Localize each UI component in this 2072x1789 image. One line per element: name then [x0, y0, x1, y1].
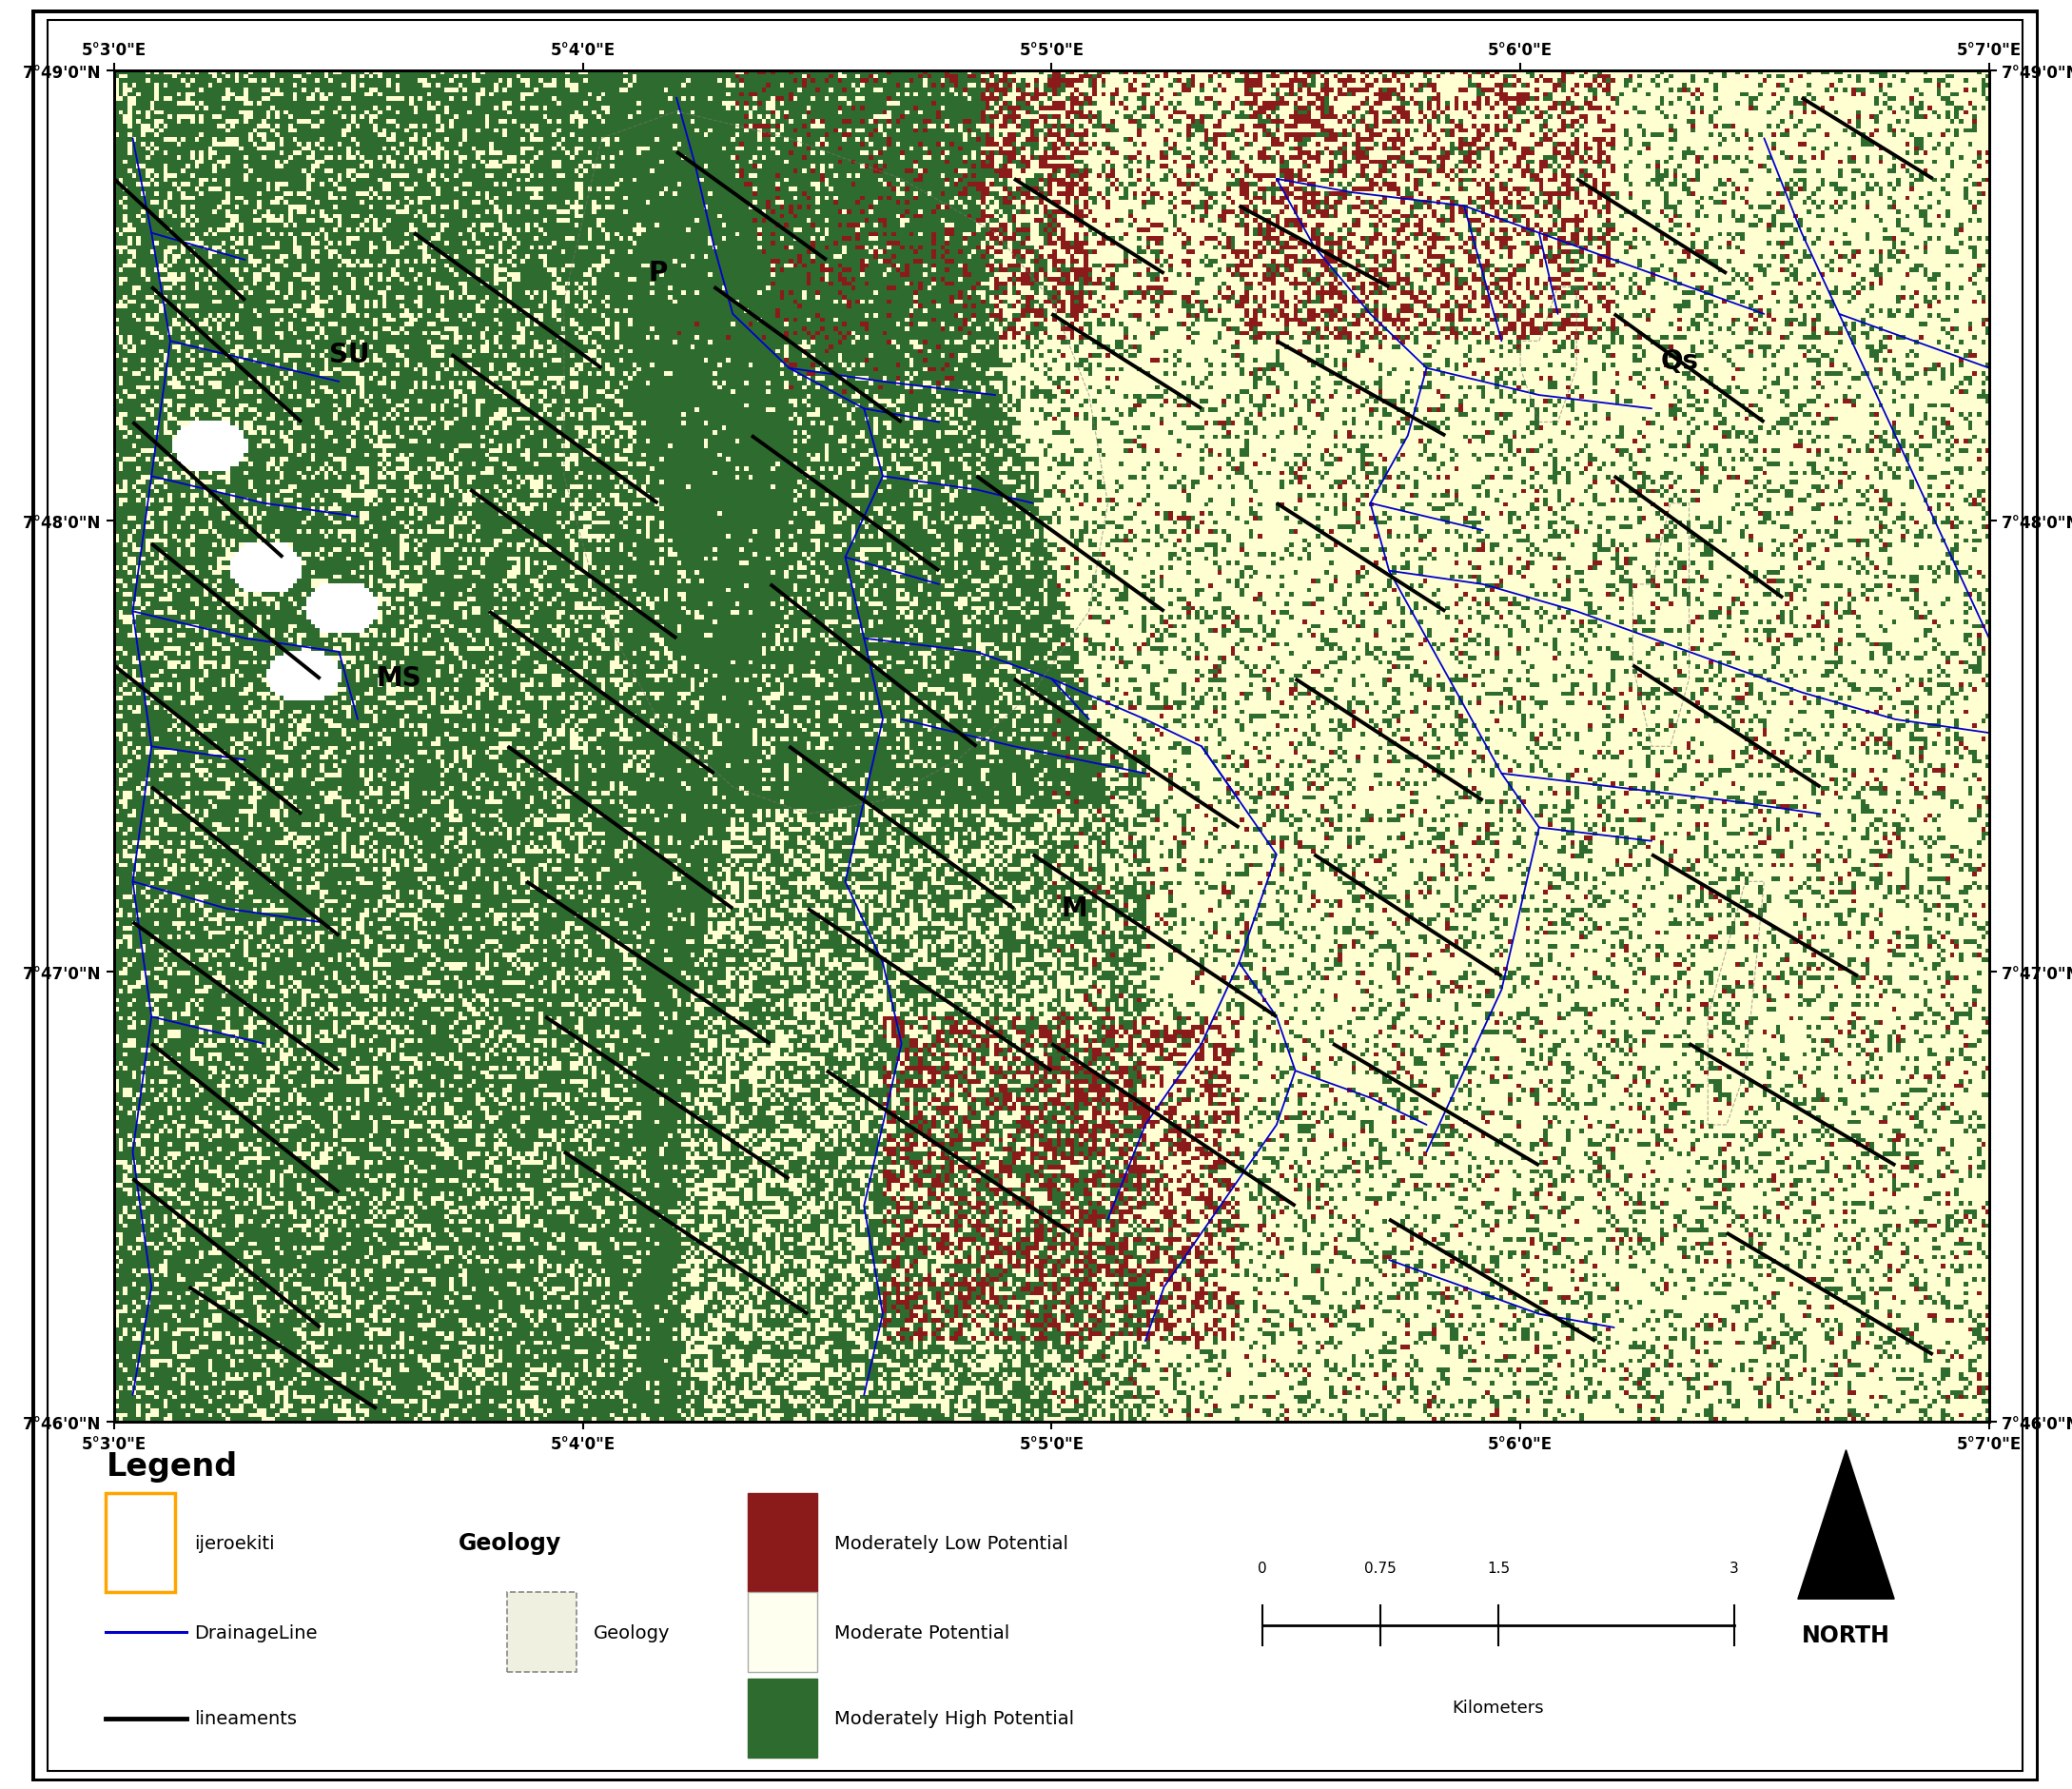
Bar: [748, 1494, 816, 1592]
Text: 3: 3: [1730, 1562, 1738, 1576]
Text: 0.75: 0.75: [1363, 1562, 1397, 1576]
Text: DrainageLine: DrainageLine: [195, 1623, 317, 1641]
Text: lineaments: lineaments: [195, 1708, 298, 1726]
Text: Moderately High Potential: Moderately High Potential: [835, 1708, 1073, 1726]
Text: 1.5: 1.5: [1488, 1562, 1510, 1576]
Text: Geology: Geology: [593, 1623, 669, 1641]
Text: ijeroekiti: ijeroekiti: [195, 1533, 276, 1551]
Text: Geology: Geology: [458, 1531, 562, 1555]
Text: MS: MS: [377, 666, 423, 692]
Text: Moderately Low Potential: Moderately Low Potential: [835, 1533, 1069, 1551]
Text: NORTH: NORTH: [1803, 1624, 1890, 1648]
Text: Kilometers: Kilometers: [1452, 1698, 1544, 1716]
Text: M: M: [1061, 894, 1088, 921]
Bar: [748, 1592, 816, 1671]
Text: Moderate Potential: Moderate Potential: [835, 1623, 1009, 1641]
Bar: [106, 1494, 176, 1592]
Bar: [748, 1678, 816, 1759]
Text: SU: SU: [329, 342, 371, 369]
Bar: [508, 1592, 576, 1671]
Text: 0: 0: [1258, 1562, 1266, 1576]
Polygon shape: [1798, 1451, 1894, 1599]
Text: Qs: Qs: [1662, 347, 1699, 374]
Text: P: P: [649, 259, 667, 286]
Text: Legend: Legend: [106, 1451, 238, 1481]
